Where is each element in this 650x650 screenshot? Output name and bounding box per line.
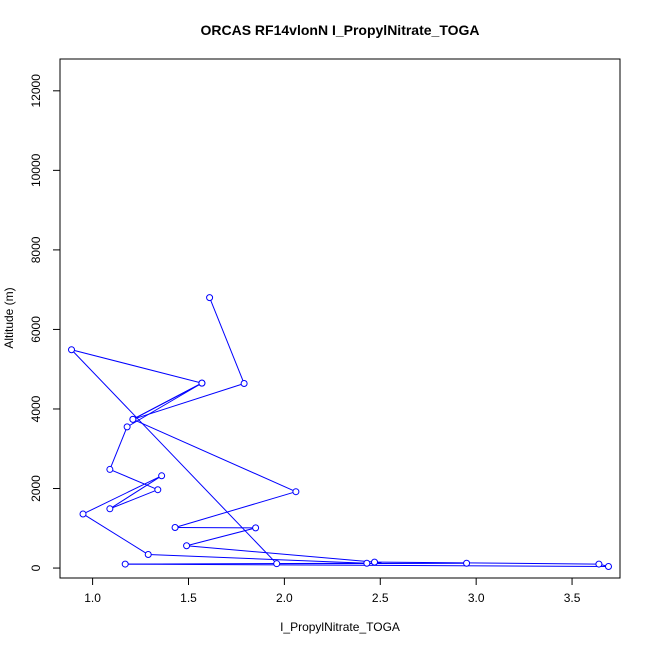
series-line-segment — [82, 475, 162, 515]
data-point — [198, 379, 206, 387]
plot-area-frame — [59, 58, 621, 579]
data-point — [68, 346, 76, 354]
data-point — [595, 560, 603, 568]
series-layer — [68, 294, 612, 570]
series-line-segment — [82, 513, 149, 555]
data-point — [171, 523, 179, 531]
series-line-segment — [126, 382, 203, 428]
y-axis: 0 2000 4000 6000 8000 10000 12000 — [29, 74, 61, 571]
x-axis: 1.0 1.5 2.0 2.5 3.0 3.5 — [84, 577, 581, 605]
x-axis-label: I_PropylNitrate_TOGA — [280, 620, 400, 634]
data-point — [292, 488, 300, 496]
series-line-segment — [132, 382, 203, 420]
y-tick-label: 0 — [29, 564, 43, 571]
data-point — [144, 551, 152, 559]
series-line-segment — [209, 297, 245, 384]
y-tick-label: 8000 — [29, 236, 43, 263]
y-tick-label: 12000 — [29, 74, 43, 108]
data-point — [240, 380, 248, 388]
data-point — [129, 415, 137, 423]
series-line-segment — [109, 468, 159, 491]
x-tick-label: 1.5 — [180, 591, 197, 605]
data-point — [252, 524, 260, 532]
data-point — [206, 294, 214, 302]
data-point — [363, 559, 371, 567]
y-tick-label: 2000 — [29, 475, 43, 502]
series-line-segment — [109, 475, 162, 510]
series-line-segment — [109, 426, 128, 470]
y-tick-label: 10000 — [29, 153, 43, 187]
y-tick-label: 6000 — [29, 316, 43, 343]
series-line-segment — [186, 527, 256, 547]
x-tick-label: 2.5 — [372, 591, 389, 605]
series-line-segment — [132, 383, 245, 420]
data-point — [273, 560, 281, 568]
data-point — [121, 560, 129, 568]
series-line-segment — [109, 489, 158, 510]
x-tick-label: 3.0 — [468, 591, 485, 605]
y-tick-label: 4000 — [29, 395, 43, 422]
series-line-segment — [374, 561, 599, 565]
data-point — [106, 465, 114, 473]
data-point — [79, 510, 87, 518]
data-point — [154, 486, 162, 494]
series-line-segment — [71, 349, 203, 384]
chart-title: ORCAS RF14vlonN I_PropylNitrate_TOGA — [200, 22, 479, 38]
data-point — [604, 562, 612, 570]
x-tick-label: 2.0 — [276, 591, 293, 605]
data-point — [123, 423, 131, 431]
series-line-segment — [186, 545, 375, 563]
x-tick-label: 3.5 — [564, 591, 581, 605]
y-axis-label: Altitude (m) — [2, 287, 16, 348]
data-point — [106, 505, 114, 513]
x-tick-label: 1.0 — [84, 591, 101, 605]
series-line-segment — [132, 418, 297, 493]
series-line-segment — [174, 491, 297, 528]
data-point — [183, 542, 191, 550]
data-point — [463, 559, 471, 567]
data-point — [371, 558, 379, 566]
series-line-segment — [148, 554, 367, 564]
series-line-segment — [71, 349, 278, 565]
data-point — [158, 472, 166, 480]
